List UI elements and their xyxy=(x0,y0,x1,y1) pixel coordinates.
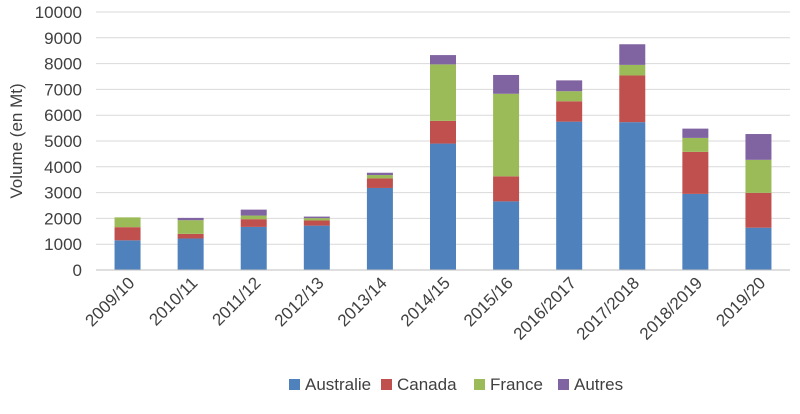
x-tick-label: 2009/10 xyxy=(81,273,138,330)
bar-canada-2016-2017 xyxy=(556,101,583,122)
x-tick-label: 2013/14 xyxy=(334,273,391,330)
bar-canada-2009-10 xyxy=(114,227,141,241)
y-tick-label: 3000 xyxy=(44,184,82,203)
bar-france-2011-12 xyxy=(240,215,267,220)
legend-label-australie: Australie xyxy=(305,375,371,394)
bar-canada-2015-16 xyxy=(493,176,520,202)
bar-australie-2017-2018 xyxy=(619,122,646,270)
bar-france-2019-20 xyxy=(745,159,772,193)
legend-label-autres: Autres xyxy=(574,375,623,394)
bar-france-2017-2018 xyxy=(619,64,646,76)
bar-australie-2009-10 xyxy=(114,240,141,270)
bar-australie-2012-13 xyxy=(303,225,330,270)
bars xyxy=(114,44,772,271)
legend: Australie Canada France Autres xyxy=(289,375,623,394)
bar-canada-2017-2018 xyxy=(619,75,646,123)
bar-australie-2016-2017 xyxy=(556,121,583,271)
x-tick-label: 2010/11 xyxy=(145,273,201,329)
bar-canada-2011-12 xyxy=(240,219,267,227)
y-tick-label: 8000 xyxy=(44,55,82,74)
y-tick-label: 9000 xyxy=(44,29,82,48)
y-tick-label: 0 xyxy=(73,261,82,280)
bar-france-2015-16 xyxy=(493,93,520,177)
bar-france-2016-2017 xyxy=(556,91,583,102)
bar-canada-2018-2019 xyxy=(682,151,709,194)
bar-australie-2010-11 xyxy=(177,238,204,270)
bar-autres-2018-2019 xyxy=(682,128,709,138)
y-tick-label: 6000 xyxy=(44,106,82,125)
bar-canada-2013-14 xyxy=(366,178,393,188)
bar-australie-2019-20 xyxy=(745,227,772,270)
bar-france-2009-10 xyxy=(114,217,141,228)
bar-autres-2010-11 xyxy=(177,217,204,221)
y-tick-labels: 0 1000 2000 3000 4000 5000 6000 7000 8000 9000 100… xyxy=(35,3,82,280)
bar-autres-2014-15 xyxy=(430,55,456,65)
x-tick-label: 2011/12 xyxy=(209,273,265,329)
bar-autres-2017-2018 xyxy=(619,44,646,65)
y-tick-label: 1000 xyxy=(44,235,82,254)
bar-france-2010-11 xyxy=(177,220,204,234)
y-tick-label: 5000 xyxy=(44,132,82,151)
legend-swatch-france xyxy=(474,379,485,390)
x-tick-label: 2016/2017 xyxy=(510,273,580,343)
x-tick-label: 2015/16 xyxy=(460,273,517,330)
bar-australie-2014-15 xyxy=(430,143,456,270)
bar-australie-2011-12 xyxy=(240,226,267,270)
bar-canada-2010-11 xyxy=(177,233,204,239)
y-axis-label: Volume (en Mt) xyxy=(7,83,26,198)
bar-autres-2012-13 xyxy=(303,216,330,219)
legend-swatch-canada xyxy=(381,379,392,390)
bar-autres-2015-16 xyxy=(493,74,520,94)
x-tick-label: 2018/2019 xyxy=(636,273,706,343)
bar-australie-2015-16 xyxy=(493,201,520,270)
x-tick-label: 2014/15 xyxy=(397,273,454,330)
bar-france-2014-15 xyxy=(430,64,456,121)
bar-autres-2011-12 xyxy=(240,209,267,216)
bar-france-2012-13 xyxy=(303,218,330,221)
legend-swatch-autres xyxy=(558,379,569,390)
legend-label-france: France xyxy=(490,375,543,394)
bar-france-2018-2019 xyxy=(682,137,709,152)
legend-swatch-australie xyxy=(289,379,300,390)
x-tick-labels: 2009/10 2010/11 2011/12 2012/13 2013/14 2014/… xyxy=(81,273,769,343)
x-tick-label: 2017/2018 xyxy=(573,273,643,343)
bar-autres-2013-14 xyxy=(366,172,393,176)
bar-australie-2018-2019 xyxy=(682,193,709,270)
x-tick-label: 2012/13 xyxy=(271,273,328,330)
y-tick-label: 4000 xyxy=(44,158,82,177)
x-tick-label: 2019/20 xyxy=(712,273,769,330)
bar-canada-2014-15 xyxy=(430,120,456,144)
bar-canada-2012-13 xyxy=(303,220,330,226)
bar-autres-2016-2017 xyxy=(556,80,583,92)
bar-canada-2019-20 xyxy=(745,192,772,228)
y-tick-label: 10000 xyxy=(35,3,82,22)
bar-autres-2019-20 xyxy=(745,134,772,160)
bar-australie-2013-14 xyxy=(366,187,393,270)
y-tick-label: 7000 xyxy=(44,80,82,99)
bar-france-2013-14 xyxy=(366,175,393,179)
y-tick-label: 2000 xyxy=(44,209,82,228)
legend-label-canada: Canada xyxy=(397,375,457,394)
